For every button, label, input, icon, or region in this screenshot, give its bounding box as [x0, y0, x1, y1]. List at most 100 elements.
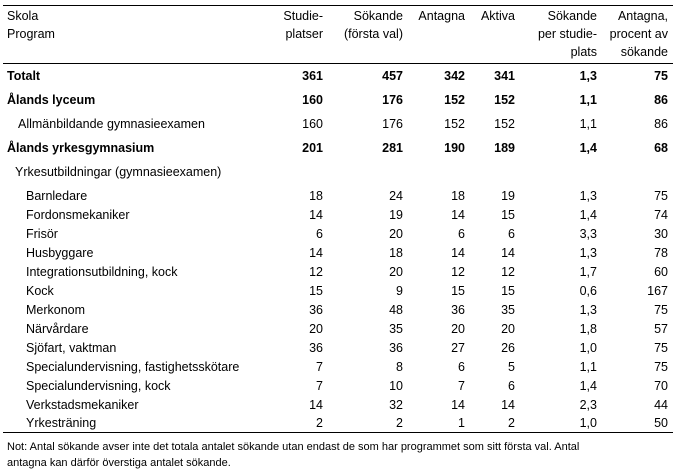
cell: 18 — [451, 189, 465, 203]
cell: 27 — [451, 341, 465, 355]
cell: 68 — [654, 141, 668, 155]
cell: 20 — [389, 265, 403, 279]
cell: 14 — [501, 246, 515, 260]
cell: 2 — [508, 416, 515, 430]
row-label: Yrkesutbildningar (gymnasieexamen) — [15, 165, 222, 179]
cell: 14 — [309, 208, 323, 222]
row-label: Närvårdare — [26, 322, 89, 336]
cell: 6 — [508, 379, 515, 393]
cell: 457 — [382, 69, 403, 83]
cell: 32 — [389, 398, 403, 412]
cell: 86 — [654, 93, 668, 107]
cell: 342 — [444, 69, 465, 83]
footnote: Not: Antal sökande avser inte det totala… — [7, 441, 580, 453]
cell: 14 — [451, 398, 465, 412]
cell: 7 — [316, 360, 323, 374]
cell: 2,3 — [579, 398, 597, 412]
cell: 1,4 — [579, 208, 597, 222]
cell: 1 — [458, 416, 465, 430]
cell: 1,1 — [579, 360, 597, 374]
cell: 18 — [309, 189, 323, 203]
header-label: (första val) — [343, 27, 403, 41]
cell: 0,6 — [579, 284, 597, 298]
row-label: Yrkesträning — [26, 416, 97, 430]
cell: 160 — [302, 93, 323, 107]
header-label: procent av — [609, 27, 668, 41]
cell: 26 — [501, 341, 515, 355]
header-label: Sökande — [353, 9, 403, 23]
row-label: Fordonsmekaniker — [26, 208, 130, 222]
cell: 75 — [654, 341, 668, 355]
cell: 18 — [389, 246, 403, 260]
cell: 20 — [389, 227, 403, 241]
cell: 12 — [501, 265, 515, 279]
row-label: Specialundervisning, fastighetsskötare — [26, 360, 240, 374]
row-label: Merkonom — [26, 303, 86, 317]
cell: 15 — [309, 284, 323, 298]
cell: 14 — [309, 398, 323, 412]
header-label: Sökande — [547, 9, 597, 23]
cell: 190 — [444, 141, 465, 155]
cell: 48 — [389, 303, 403, 317]
cell: 6 — [458, 227, 465, 241]
header-rule — [3, 63, 673, 64]
cell: 14 — [309, 246, 323, 260]
cell: 36 — [389, 341, 403, 355]
row-label: Verkstadsmekaniker — [26, 398, 139, 412]
cell: 341 — [494, 69, 515, 83]
top-rule — [3, 5, 673, 6]
header-label: plats — [570, 45, 597, 59]
cell: 1,3 — [579, 189, 597, 203]
cell: 14 — [501, 398, 515, 412]
cell: 70 — [654, 379, 668, 393]
header-label: Antagna, — [617, 9, 668, 23]
cell: 60 — [654, 265, 668, 279]
cell: 1,1 — [579, 117, 597, 131]
cell: 6 — [508, 227, 515, 241]
cell: 15 — [501, 284, 515, 298]
cell: 1,1 — [579, 93, 597, 107]
bottom-rule — [3, 432, 673, 433]
header-label: Skola — [7, 9, 39, 23]
cell: 12 — [451, 265, 465, 279]
row-label: Integrationsutbildning, kock — [26, 265, 178, 279]
cell: 1,4 — [579, 141, 597, 155]
cell: 6 — [458, 360, 465, 374]
cell: 1,0 — [579, 341, 597, 355]
row-label: Ålands lyceum — [7, 93, 96, 107]
cell: 2 — [316, 416, 323, 430]
cell: 15 — [451, 284, 465, 298]
header-label: Antagna — [418, 9, 465, 23]
cell: 78 — [654, 246, 668, 260]
header-label: Program — [7, 27, 55, 41]
cell: 152 — [444, 93, 465, 107]
row-label: Husbyggare — [26, 246, 94, 260]
cell: 1,3 — [579, 246, 597, 260]
cell: 152 — [444, 117, 465, 131]
cell: 160 — [302, 117, 323, 131]
cell: 24 — [389, 189, 403, 203]
cell: 167 — [647, 284, 668, 298]
cell: 36 — [309, 303, 323, 317]
cell: 176 — [382, 93, 403, 107]
cell: 57 — [654, 322, 668, 336]
cell: 361 — [302, 69, 323, 83]
row-label: Specialundervisning, kock — [26, 379, 171, 393]
cell: 35 — [501, 303, 515, 317]
cell: 44 — [654, 398, 668, 412]
cell: 50 — [654, 416, 668, 430]
cell: 20 — [309, 322, 323, 336]
cell: 176 — [382, 117, 403, 131]
cell: 281 — [382, 141, 403, 155]
cell: 9 — [396, 284, 403, 298]
cell: 1,4 — [579, 379, 597, 393]
header-label: platser — [285, 27, 323, 41]
cell: 3,3 — [579, 227, 597, 241]
header-label: Studie- — [283, 9, 323, 23]
header-label: sökande — [620, 45, 668, 59]
header-label: per studie- — [537, 27, 597, 41]
row-label: Ålands yrkesgymnasium — [7, 141, 155, 155]
cell: 36 — [451, 303, 465, 317]
cell: 74 — [654, 208, 668, 222]
cell: 20 — [501, 322, 515, 336]
